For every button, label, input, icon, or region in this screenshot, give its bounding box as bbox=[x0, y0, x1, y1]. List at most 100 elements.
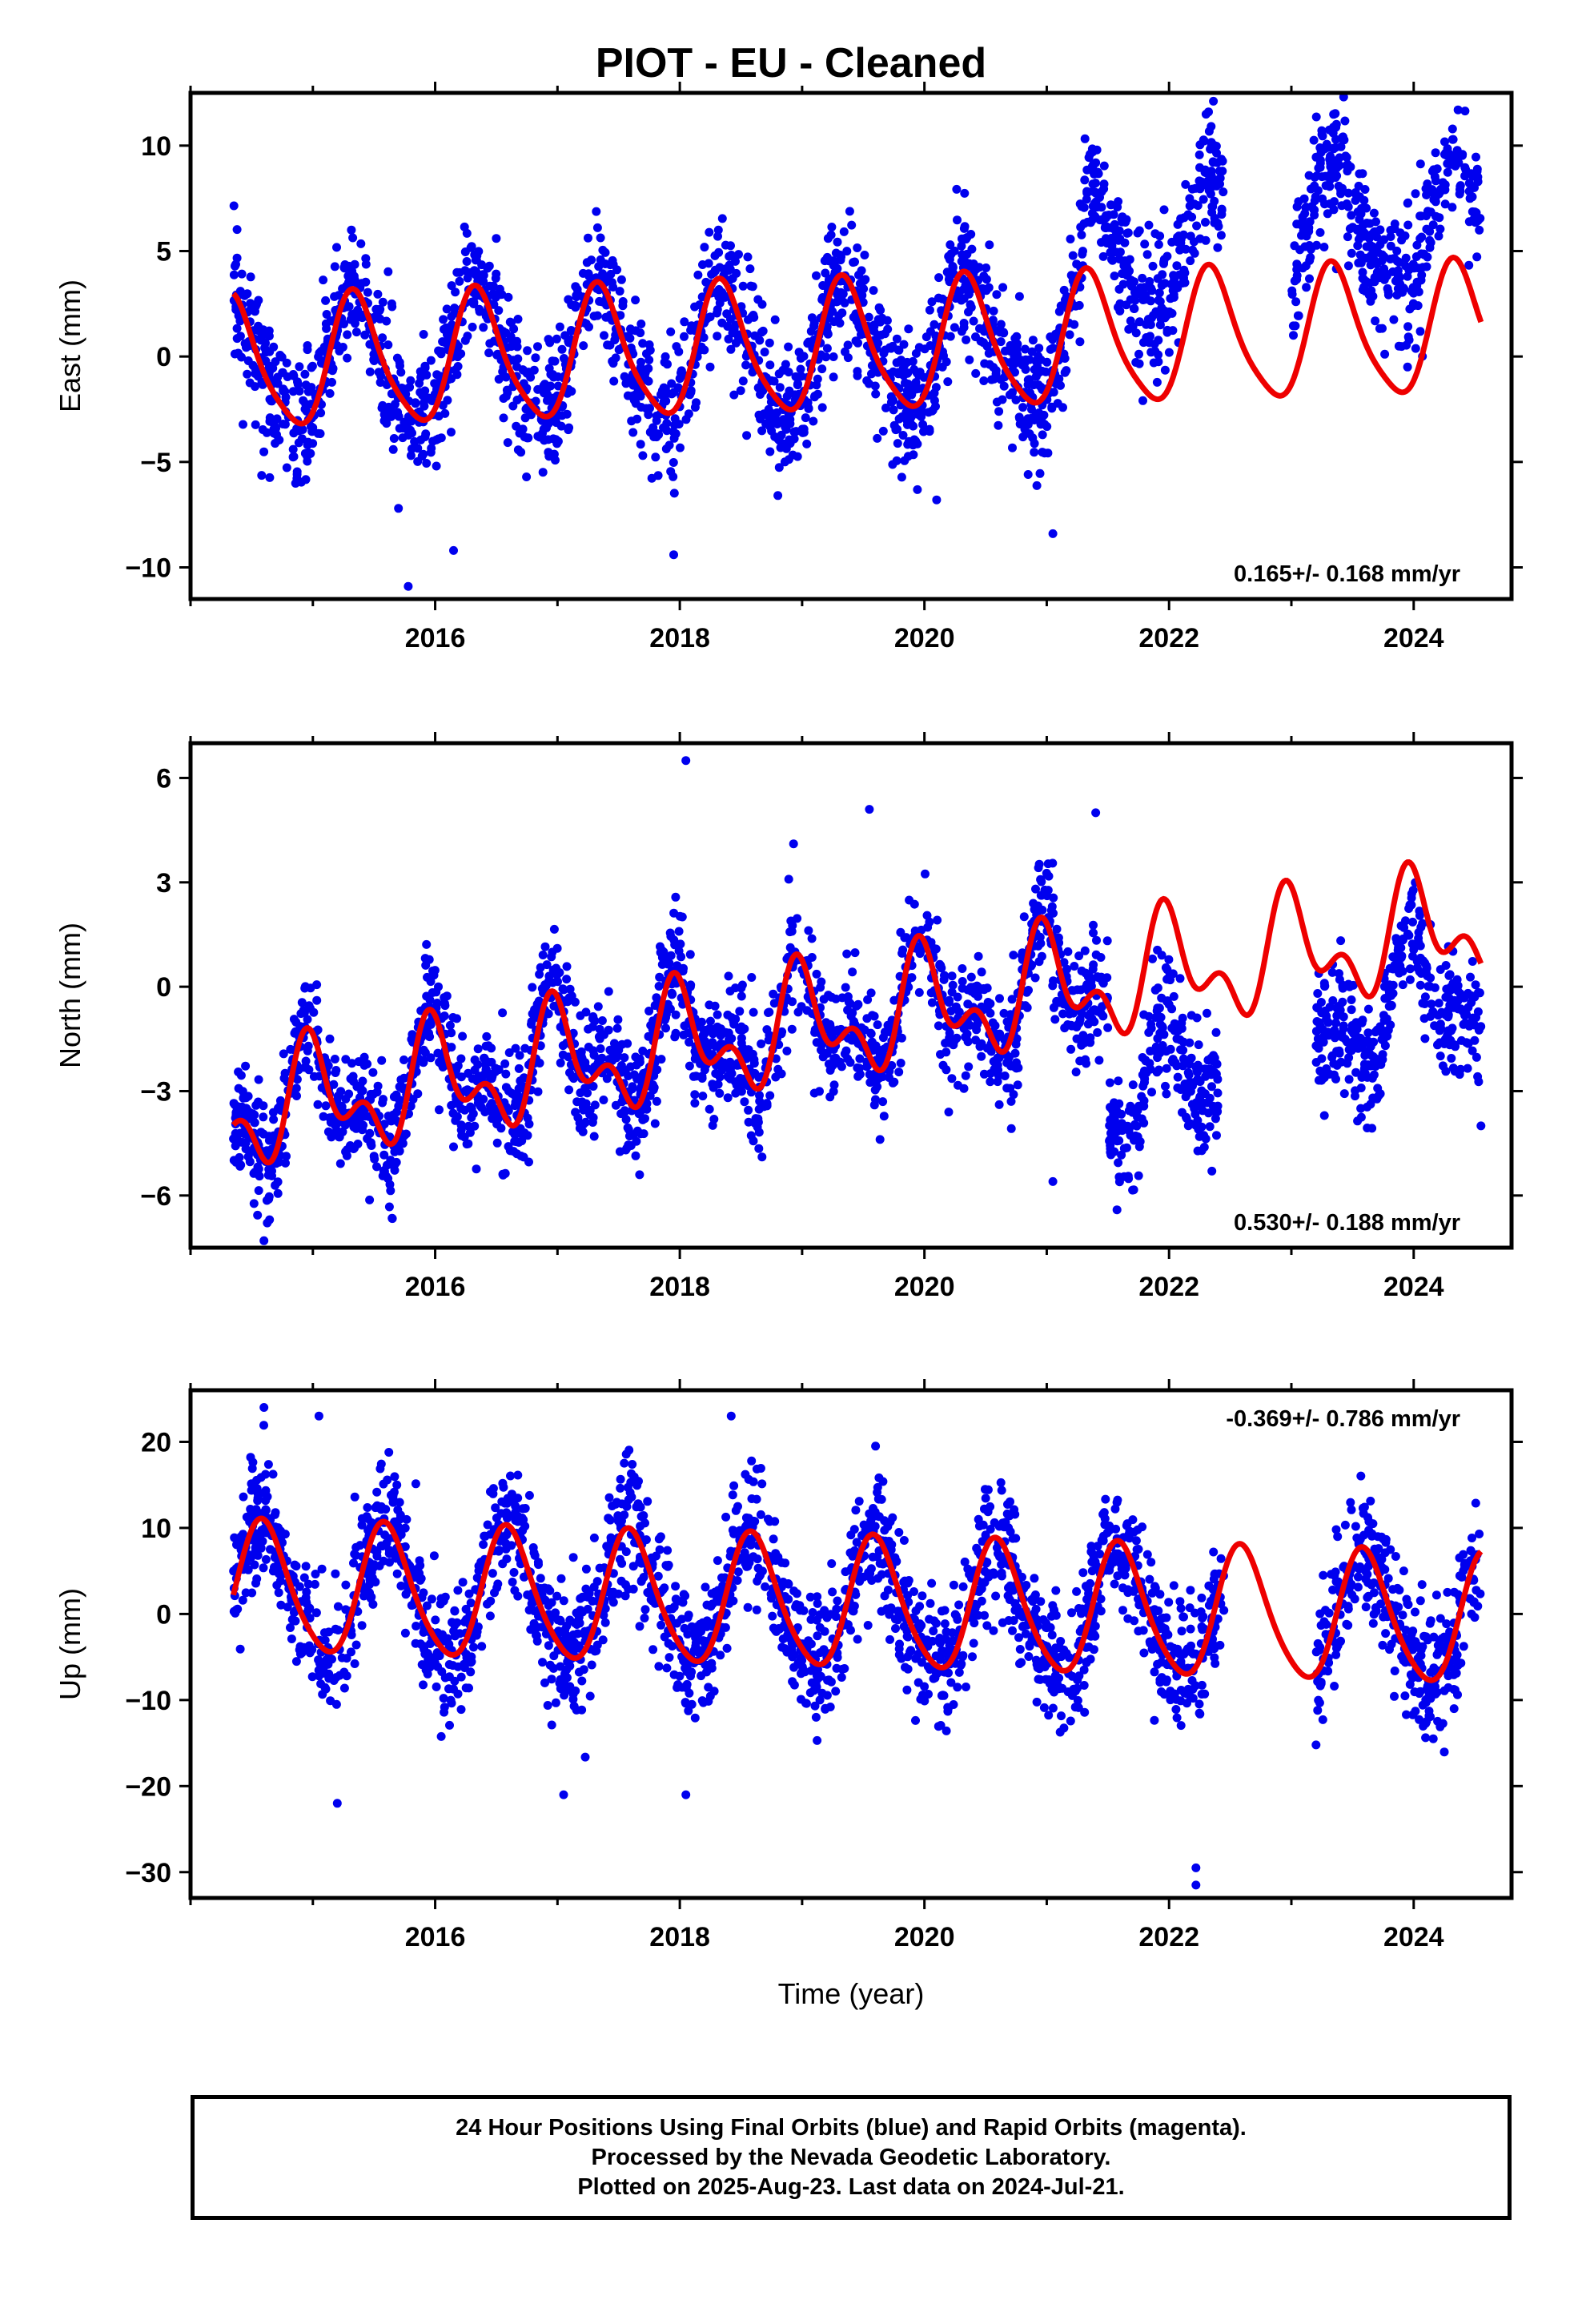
east-obs-point bbox=[533, 342, 542, 352]
north-obs-point bbox=[708, 1080, 717, 1089]
east-obs-point bbox=[243, 289, 252, 299]
east-obs-point bbox=[873, 433, 882, 443]
east-obs-point bbox=[757, 300, 767, 309]
east-obs-point bbox=[1164, 348, 1174, 357]
east-obs-point bbox=[282, 463, 291, 472]
east-obs-point bbox=[1386, 232, 1395, 241]
east-obs-point bbox=[841, 347, 849, 356]
north-obs-point bbox=[1463, 1063, 1472, 1073]
north-obs-point bbox=[382, 1160, 391, 1170]
east-obs-point bbox=[483, 263, 492, 273]
north-obs-point bbox=[748, 1049, 757, 1059]
north-obs-point bbox=[1213, 1101, 1223, 1111]
east-obs-point bbox=[1431, 211, 1440, 221]
north-obs-point bbox=[705, 1104, 714, 1114]
east-obs-point bbox=[363, 287, 372, 297]
north-obs-point bbox=[1415, 980, 1425, 990]
north-obs-point bbox=[1034, 863, 1043, 873]
north-obs-point bbox=[512, 1149, 522, 1159]
east-obs-point bbox=[921, 332, 931, 342]
east-obs-point bbox=[1204, 107, 1213, 117]
north-obs-point bbox=[873, 1082, 882, 1092]
north-obs-point bbox=[1183, 1068, 1193, 1077]
east-obs-point bbox=[601, 312, 611, 322]
east-obs-point bbox=[1145, 277, 1154, 286]
east-obs-point bbox=[1159, 205, 1169, 215]
north-obs-point bbox=[472, 1164, 481, 1174]
east-obs-point bbox=[261, 348, 271, 357]
east-obs-point bbox=[332, 243, 341, 252]
east-obs-point bbox=[1153, 274, 1162, 283]
north-obs-point bbox=[945, 1038, 954, 1047]
north-obs-point bbox=[1446, 986, 1456, 995]
north-obs-point bbox=[1065, 1009, 1074, 1019]
north-obs-point bbox=[263, 1170, 273, 1180]
east-obs-point bbox=[723, 322, 733, 331]
east-obs-point bbox=[680, 332, 689, 341]
north-obs-point bbox=[268, 1108, 278, 1117]
east-obs-point bbox=[505, 317, 515, 327]
north-obs-point bbox=[1106, 1140, 1115, 1150]
east-obs-point bbox=[822, 344, 832, 353]
east-obs-point bbox=[1098, 215, 1108, 224]
north-obs-point bbox=[1090, 1005, 1099, 1015]
east-obs-point bbox=[365, 367, 375, 376]
north-obs-point bbox=[576, 1047, 586, 1056]
east-obs-point bbox=[416, 367, 425, 376]
north-obs-point bbox=[977, 967, 986, 977]
east-obs-point bbox=[587, 255, 596, 265]
east-obs-point bbox=[545, 338, 555, 348]
y-tick-label: 10 bbox=[141, 131, 171, 162]
north-obs-point bbox=[680, 1021, 689, 1031]
east-obs-point bbox=[946, 240, 955, 250]
east-obs-point bbox=[1206, 189, 1215, 199]
north-obs-point bbox=[321, 1101, 331, 1111]
north-obs-point bbox=[335, 1159, 345, 1168]
east-obs-point bbox=[426, 356, 436, 365]
north-obs-point bbox=[406, 1101, 416, 1111]
north-obs-point bbox=[724, 1028, 733, 1038]
east-obs-point bbox=[985, 360, 994, 369]
north-obs-point bbox=[1070, 962, 1079, 971]
east-obs-point bbox=[1165, 307, 1174, 316]
east-obs-point bbox=[1078, 249, 1087, 259]
north-obs-point bbox=[303, 1041, 313, 1051]
east-obs-point bbox=[1447, 159, 1456, 169]
north-obs-point bbox=[1415, 907, 1424, 916]
east-obs-point bbox=[764, 404, 773, 414]
north-obs-point bbox=[936, 1050, 945, 1059]
north-obs-point bbox=[671, 1010, 681, 1019]
east-obs-point bbox=[430, 379, 440, 388]
east-obs-point bbox=[817, 295, 827, 304]
east-obs-point bbox=[966, 303, 976, 312]
north-obs-point bbox=[1195, 1092, 1205, 1101]
north-obs-point bbox=[1339, 1089, 1349, 1099]
north-obs-point bbox=[259, 1129, 268, 1139]
east-obs-point bbox=[877, 330, 885, 340]
north-obs-point bbox=[993, 1063, 1002, 1073]
east-obs-point bbox=[269, 428, 279, 438]
east-obs-point bbox=[1447, 124, 1457, 134]
east-obs-point bbox=[807, 313, 817, 323]
north-obs-point bbox=[599, 1096, 608, 1104]
north-obs-point bbox=[1091, 950, 1101, 959]
north-obs-point bbox=[1114, 1158, 1123, 1168]
east-obs-point bbox=[939, 351, 948, 360]
north-obs-point bbox=[1414, 938, 1423, 947]
east-obs-point bbox=[829, 352, 838, 361]
north-obs-point bbox=[1058, 1009, 1068, 1019]
north-obs-point bbox=[1379, 1011, 1388, 1020]
north-obs-point bbox=[1049, 1003, 1058, 1012]
east-obs-point bbox=[1054, 307, 1064, 316]
north-obs-point bbox=[982, 1043, 992, 1053]
east-obs-point bbox=[713, 231, 722, 241]
east-obs-point bbox=[934, 293, 943, 303]
north-obs-point bbox=[735, 1007, 745, 1016]
east-obs-point bbox=[1218, 167, 1227, 176]
east-obs-point bbox=[453, 362, 463, 371]
east-obs-point bbox=[1040, 420, 1050, 429]
east-obs-point bbox=[847, 220, 857, 230]
east-obs-point bbox=[909, 382, 919, 392]
north-obs-point bbox=[1336, 1057, 1346, 1067]
